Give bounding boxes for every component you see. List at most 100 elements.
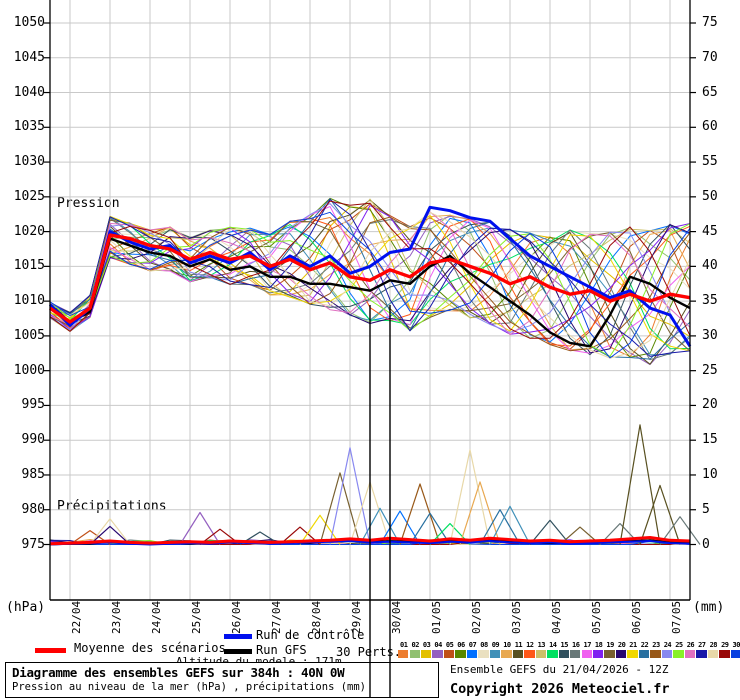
member-pressure-line-26 [49, 211, 691, 336]
member-precip-line-17 [50, 539, 690, 545]
member-precip-line-7 [50, 539, 690, 545]
member-precip-line-1 [49, 539, 690, 545]
perturbation-number: 27 [698, 641, 706, 649]
diagram-title: Diagramme des ensembles GEFS sur 384h : … [12, 665, 345, 680]
member-precip-line-30 [50, 539, 691, 545]
right-axis-unit: (mm) [693, 600, 725, 615]
member-precip-line-11 [49, 539, 690, 545]
right-tick-label: 65 [702, 84, 718, 100]
member-pressure-line-21 [49, 214, 691, 352]
member-pressure-line-9 [49, 216, 691, 356]
gfs-pressure-line [49, 237, 691, 348]
perturbation-cell: 26 [684, 641, 696, 658]
right-tick-label: 15 [702, 432, 718, 448]
member-pressure-line-6 [49, 197, 691, 358]
perturbation-cell: 08 [478, 641, 489, 658]
perturbation-color-swatch [570, 650, 581, 658]
member-pressure-line-28 [49, 211, 691, 359]
precip-spike-member-28 [89, 518, 131, 545]
member-pressure-line-15 [49, 221, 691, 356]
precip-spike-member-14 [429, 522, 471, 545]
mean-line-sample [35, 648, 66, 653]
member-pressure-line-2 [49, 214, 691, 339]
perturbation-number: 20 [617, 641, 626, 649]
perturbation-number: 08 [480, 641, 488, 649]
perturbation-cell: 24 [661, 641, 673, 658]
member-precip-line-24 [50, 539, 690, 545]
perturbation-cell: 01 [398, 641, 409, 658]
run-info: Ensemble GEFS du 21/04/2026 - 12Z [450, 663, 669, 676]
perturbation-number: 30 [732, 641, 740, 649]
perturbation-color-swatch [512, 650, 524, 658]
right-tick-label: 45 [702, 223, 718, 239]
member-precip-line-28 [50, 539, 690, 545]
perturbation-cell: 05 [443, 641, 455, 658]
member-precip-line-23 [50, 539, 691, 545]
member-precip-line-5 [50, 539, 690, 545]
precip-spike-member-15 [529, 519, 571, 545]
member-precip-line-10 [49, 539, 690, 545]
right-tick-label: 50 [702, 188, 718, 204]
member-precip-line-3 [49, 539, 690, 545]
member-precip-line-16 [50, 539, 691, 545]
perturbation-cell: 19 [604, 641, 615, 658]
precip-spike-member-24 [329, 447, 371, 545]
perturbation-cell: 17 [581, 641, 593, 658]
legend-gfs-label: Run GFS [256, 643, 307, 657]
perturbation-cell: 22 [638, 641, 650, 658]
control-line-sample [224, 634, 252, 639]
perturbation-cell: 21 [627, 641, 638, 658]
member-pressure-line-24 [49, 203, 691, 347]
left-tick-label: 1030 [13, 154, 45, 170]
perturbation-cell: 07 [466, 641, 478, 658]
member-pressure-line-22 [49, 198, 691, 360]
precip-spike-member-21 [299, 514, 341, 545]
precip-spike-member-9 [359, 507, 401, 545]
perturbation-number: 23 [652, 641, 660, 649]
perturbation-color-swatch [719, 650, 730, 658]
mean-precip-line [49, 536, 691, 546]
perturbation-cell: 29 [719, 641, 730, 658]
precip-spike-member-20 [89, 525, 131, 545]
x-axis-date-label: 25/04 [190, 600, 203, 634]
left-tick-label: 1040 [13, 84, 45, 100]
perturbation-color-swatch [707, 650, 719, 658]
left-tick-label: 975 [21, 536, 45, 552]
perturbation-number: 19 [606, 641, 614, 649]
perturbation-color-swatch [592, 650, 604, 658]
precip-spike-member-16 [599, 522, 641, 545]
perturbation-number: 21 [629, 641, 637, 649]
perturbation-number: 10 [503, 641, 511, 649]
diagram-subtitle: Pression au niveau de la mer (hPa) , pré… [12, 681, 367, 693]
member-precip-line-26 [50, 539, 690, 545]
left-tick-label: 1020 [13, 223, 45, 239]
perturbation-color-swatch [696, 650, 707, 658]
x-axis-date-label: 26/04 [230, 600, 243, 634]
precipitation-section-label: Précipitations [57, 499, 167, 514]
perturbation-number: 07 [468, 641, 477, 649]
precip-spike-member-11 [619, 424, 661, 545]
right-tick-label: 20 [702, 397, 718, 413]
perturbation-number: 01 [400, 641, 408, 649]
perturbation-number: 29 [721, 641, 729, 649]
perturbation-color-swatch [420, 650, 432, 658]
left-tick-label: 980 [21, 501, 45, 517]
perturbation-color-swatch [489, 650, 501, 658]
member-pressure-line-25 [49, 223, 691, 357]
member-pressure-line-30 [49, 211, 691, 359]
member-pressure-line-13 [49, 198, 691, 332]
member-pressure-line-3 [49, 206, 691, 338]
member-pressure-line-12 [49, 217, 691, 347]
right-tick-label: 55 [702, 154, 718, 170]
precip-spike-member-7 [379, 510, 421, 545]
perturbation-color-swatch [650, 650, 661, 658]
member-pressure-line-10 [49, 214, 691, 351]
perturbation-cell: 20 [615, 641, 627, 658]
perturbation-number: 17 [583, 641, 592, 649]
precip-spike-member-19 [319, 472, 361, 545]
right-tick-label: 5 [702, 501, 710, 517]
member-precip-line-18 [49, 539, 690, 545]
member-precip-line-4 [49, 539, 691, 545]
